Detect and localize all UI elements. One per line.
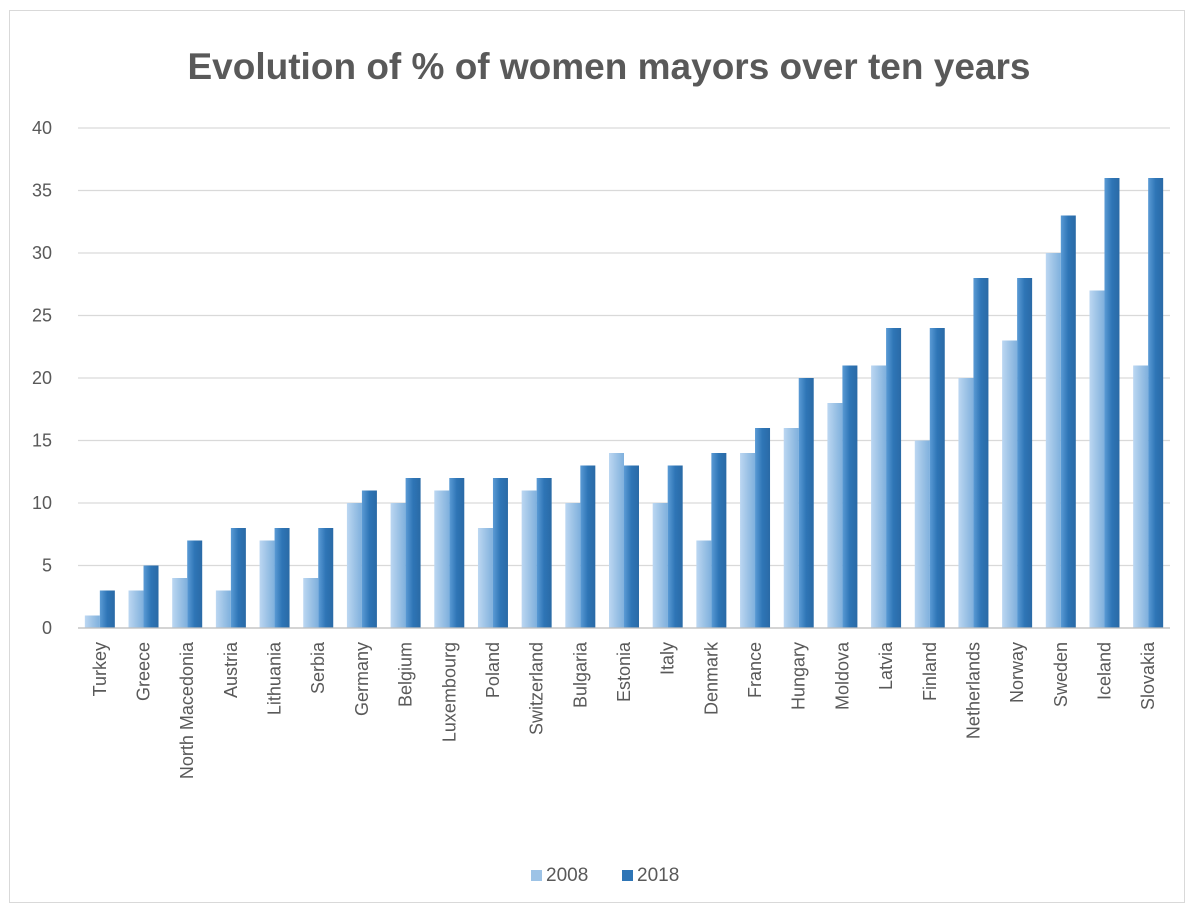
- x-tick-label: Estonia: [614, 641, 634, 702]
- legend: 2008 2018: [531, 865, 679, 886]
- bars: [84, 178, 1164, 628]
- y-tick-label: 30: [32, 243, 52, 263]
- y-tick-label: 25: [32, 306, 52, 326]
- bar-2018-switzerland: [536, 478, 552, 628]
- bar-2008-lithuania: [259, 540, 275, 628]
- x-tick-label: Turkey: [90, 642, 110, 696]
- bar-2008-belgium: [390, 503, 406, 628]
- x-tick-label: France: [745, 642, 765, 698]
- bar-2008-north-macedonia: [172, 578, 188, 628]
- chart-title: Evolution of % of women mayors over ten …: [188, 46, 1031, 87]
- bar-2018-lithuania: [274, 528, 290, 628]
- bar-2008-hungary: [783, 428, 799, 628]
- bar-2008-estonia: [609, 453, 624, 628]
- bar-chart: Evolution of % of women mayors over ten …: [32, 46, 1170, 886]
- bar-2018-serbia: [318, 528, 334, 628]
- bar-2008-italy: [652, 503, 668, 628]
- x-tick-label: North Macedonia: [177, 641, 197, 779]
- bar-2008-france: [740, 453, 756, 628]
- x-tick-label: Hungary: [789, 642, 809, 710]
- x-tick-label: Bulgaria: [570, 641, 590, 708]
- bar-2008-turkey: [84, 615, 100, 628]
- bar-2008-latvia: [871, 365, 887, 628]
- bar-2018-greece: [143, 565, 159, 628]
- bar-2008-serbia: [303, 578, 319, 628]
- bar-2018-sweden: [1060, 215, 1076, 628]
- bar-2018-poland: [492, 478, 508, 628]
- bar-2008-sweden: [1045, 253, 1061, 628]
- bar-2018-turkey: [99, 590, 115, 628]
- legend-label-2018: 2018: [637, 865, 679, 886]
- x-tick-label: Norway: [1007, 642, 1027, 703]
- x-tick-label: Lithuania: [265, 641, 285, 715]
- bar-2008-switzerland: [521, 490, 537, 628]
- y-tick-label: 10: [32, 493, 52, 513]
- bar-2018-bulgaria: [580, 465, 596, 628]
- x-tick-label: Austria: [221, 641, 241, 698]
- x-tick-label: Italy: [658, 642, 678, 675]
- x-tick-label: Serbia: [308, 641, 328, 694]
- legend-label-2008: 2008: [546, 865, 588, 886]
- bar-2008-bulgaria: [565, 503, 581, 628]
- x-tick-label: Moldova: [832, 641, 852, 710]
- bar-2018-slovakia: [1148, 178, 1164, 628]
- bar-2018-latvia: [886, 328, 902, 628]
- bar-2018-belgium: [405, 478, 421, 628]
- bar-2018-estonia: [624, 465, 639, 628]
- bar-2018-france: [755, 428, 771, 628]
- bar-2018-moldova: [842, 365, 858, 628]
- x-tick-label: Slovakia: [1138, 641, 1158, 710]
- bar-2018-denmark: [711, 453, 727, 628]
- x-tick-label: Poland: [483, 642, 503, 698]
- x-tick-label: Denmark: [701, 641, 721, 715]
- bar-2008-norway: [1002, 340, 1018, 628]
- x-axis: Turkey Greece North Macedonia Austria Lithua…: [78, 627, 1170, 779]
- x-tick-label: Belgium: [396, 642, 416, 707]
- x-tick-label: Greece: [134, 642, 154, 701]
- x-tick-label: Iceland: [1094, 642, 1114, 700]
- y-tick-label: 15: [32, 431, 52, 451]
- x-tick-label: Switzerland: [527, 642, 547, 735]
- bar-2008-greece: [128, 590, 144, 628]
- bar-2018-iceland: [1104, 178, 1120, 628]
- y-tick-label: 0: [42, 618, 52, 638]
- x-tick-label: Sweden: [1051, 642, 1071, 707]
- chart-frame: Evolution of % of women mayors over ten …: [9, 10, 1185, 903]
- bar-2018-hungary: [798, 378, 814, 628]
- x-tick-label: Latvia: [876, 641, 896, 690]
- y-tick-label: 40: [32, 118, 52, 138]
- x-tick-label: Finland: [920, 642, 940, 701]
- bar-2018-north-macedonia: [187, 540, 203, 628]
- bar-2008-luxembourg: [434, 490, 450, 628]
- bar-2008-poland: [477, 528, 493, 628]
- bar-2008-moldova: [827, 403, 843, 628]
- y-tick-label: 5: [42, 556, 52, 576]
- x-tick-label: Netherlands: [963, 642, 983, 739]
- bar-2008-austria: [215, 590, 231, 628]
- y-tick-label: 20: [32, 368, 52, 388]
- x-tick-label: Germany: [352, 642, 372, 716]
- bar-2018-norway: [1017, 278, 1033, 628]
- bar-2008-iceland: [1089, 290, 1105, 628]
- x-tick-label: Luxembourg: [439, 642, 459, 742]
- bar-2008-slovakia: [1133, 365, 1149, 628]
- bar-2018-austria: [230, 528, 246, 628]
- legend-swatch-2008: [531, 870, 542, 881]
- y-tick-label: 35: [32, 181, 52, 201]
- bar-2018-italy: [667, 465, 683, 628]
- bar-2018-finland: [929, 328, 945, 628]
- bar-2008-finland: [914, 440, 930, 628]
- bar-2008-denmark: [696, 540, 712, 628]
- bar-2008-germany: [346, 503, 362, 628]
- y-axis: 0 5 10 15 20 25 30 35 40: [32, 118, 52, 638]
- bar-2008-netherlands: [958, 378, 974, 628]
- legend-swatch-2018: [622, 870, 633, 881]
- bar-2018-luxembourg: [449, 478, 465, 628]
- bar-2018-germany: [361, 490, 377, 628]
- bar-2018-netherlands: [973, 278, 989, 628]
